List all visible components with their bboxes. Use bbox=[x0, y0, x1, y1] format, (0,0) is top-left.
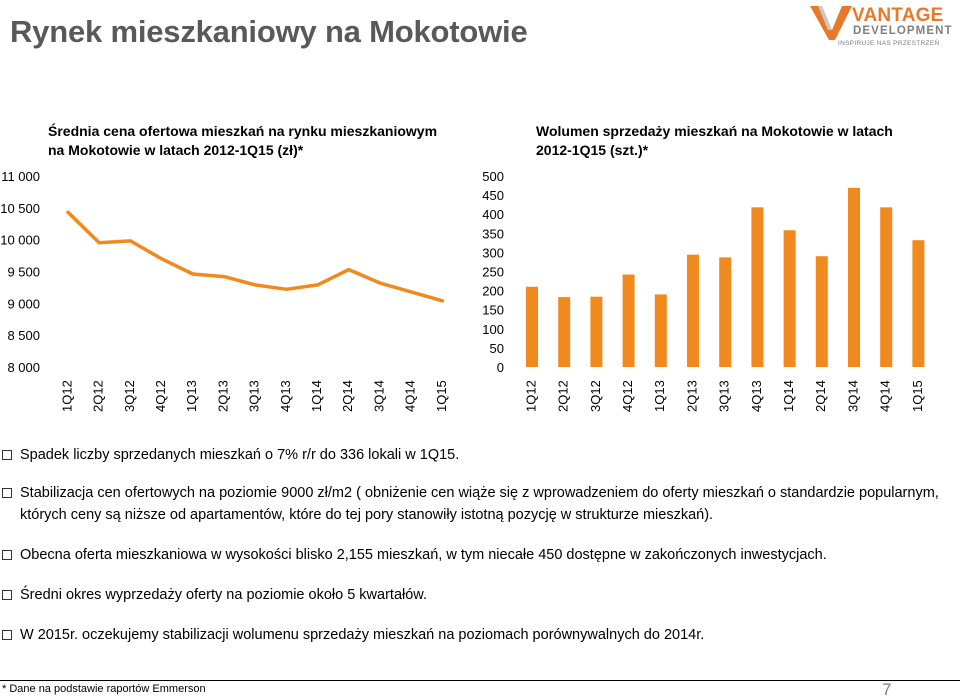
x-tick-label: 3Q13 bbox=[247, 380, 262, 412]
price-data-point bbox=[440, 299, 444, 303]
bullet-checkbox-icon bbox=[2, 590, 12, 600]
y-tick-label: 50 bbox=[490, 341, 504, 356]
y-tick-label: 8 500 bbox=[7, 328, 40, 343]
y-tick-label: 10 500 bbox=[0, 201, 40, 216]
page-number: 7 bbox=[882, 680, 892, 699]
bullet-checkbox-icon bbox=[2, 450, 12, 460]
y-tick-label: 500 bbox=[482, 169, 504, 184]
bullet-text: Stabilizacja cen ofertowych na poziomie … bbox=[20, 485, 939, 523]
bullet-text: W 2015r. oczekujemy stabilizacji wolumen… bbox=[20, 627, 705, 643]
x-tick-label: 1Q13 bbox=[184, 380, 199, 412]
page-title: Rynek mieszkaniowy na Mokotowie bbox=[10, 14, 528, 49]
x-tick-label: 1Q14 bbox=[781, 380, 796, 412]
y-tick-label: 9 500 bbox=[7, 265, 40, 280]
volume-bar bbox=[815, 256, 828, 367]
price-data-point bbox=[97, 241, 101, 245]
bullet-text: Średni okres wyprzedaży oferty na poziom… bbox=[20, 587, 427, 603]
x-tick-label: 1Q12 bbox=[59, 380, 74, 412]
x-tick-label: 4Q12 bbox=[153, 380, 168, 412]
x-tick-label: 3Q13 bbox=[717, 380, 732, 412]
volume-bar bbox=[751, 207, 764, 367]
volume-bar bbox=[687, 254, 699, 367]
x-tick-label: 2Q13 bbox=[215, 380, 230, 412]
y-tick-label: 8 000 bbox=[7, 360, 40, 375]
volume-bar bbox=[783, 230, 796, 367]
y-tick-label: 10 000 bbox=[0, 233, 40, 248]
x-tick-label: 4Q14 bbox=[878, 380, 893, 412]
y-tick-label: 11 000 bbox=[1, 169, 40, 184]
volume-bar bbox=[622, 274, 635, 367]
y-tick-label: 150 bbox=[482, 303, 504, 318]
logo-tagline: INSPIRUJE NAS PRZESTRZEŃ bbox=[838, 40, 940, 47]
bullet-checkbox-icon bbox=[2, 630, 12, 640]
x-tick-label: 1Q15 bbox=[910, 380, 925, 412]
x-tick-label: 2Q14 bbox=[813, 380, 828, 412]
price-data-point bbox=[222, 275, 226, 279]
price-data-point bbox=[347, 268, 351, 272]
logo-sub-text: DEVELOPMENT bbox=[853, 25, 953, 37]
y-tick-label: 0 bbox=[497, 360, 504, 375]
x-tick-label: 3Q14 bbox=[845, 380, 860, 412]
x-tick-label: 2Q13 bbox=[684, 380, 699, 412]
price-data-point bbox=[66, 210, 70, 214]
price-data-point bbox=[253, 283, 257, 287]
x-tick-label: 4Q13 bbox=[278, 380, 293, 412]
y-tick-label: 350 bbox=[482, 226, 504, 241]
volume-bar bbox=[526, 286, 538, 367]
x-tick-label: 1Q14 bbox=[309, 380, 324, 412]
bullet-checkbox-icon bbox=[2, 488, 12, 498]
x-tick-label: 4Q14 bbox=[403, 380, 418, 412]
volume-bar bbox=[848, 187, 860, 367]
x-tick-label: 1Q13 bbox=[652, 380, 667, 412]
y-tick-label: 9 000 bbox=[7, 296, 40, 311]
bullet-text: Spadek liczby sprzedanych mieszkań o 7% … bbox=[20, 447, 460, 463]
logo-icon bbox=[810, 6, 852, 40]
price-data-point bbox=[409, 290, 413, 294]
price-data-point bbox=[128, 239, 132, 243]
volume-bar bbox=[558, 297, 571, 367]
volume-bar bbox=[719, 257, 732, 367]
footnote: * Dane na podstawie raportów Emmerson bbox=[2, 683, 206, 695]
logo-brand-text: VANTAGE bbox=[852, 5, 944, 26]
y-tick-label: 400 bbox=[482, 207, 504, 222]
x-tick-label: 4Q12 bbox=[620, 380, 635, 412]
y-tick-label: 450 bbox=[482, 188, 504, 203]
y-tick-label: 250 bbox=[482, 265, 504, 280]
price-line-series bbox=[66, 210, 445, 303]
x-tick-label: 3Q12 bbox=[122, 380, 137, 412]
x-tick-label: 4Q13 bbox=[749, 380, 764, 412]
y-tick-label: 100 bbox=[482, 322, 504, 337]
x-tick-label: 2Q14 bbox=[340, 380, 355, 412]
x-tick-label: 1Q12 bbox=[523, 380, 538, 412]
x-tick-label: 3Q14 bbox=[371, 380, 386, 412]
bullet-checkbox-icon bbox=[2, 550, 12, 560]
x-tick-label: 2Q12 bbox=[556, 380, 571, 412]
volume-bar bbox=[912, 240, 925, 367]
price-data-point bbox=[316, 283, 320, 287]
x-tick-label: 2Q12 bbox=[91, 380, 106, 412]
footer-divider bbox=[0, 680, 960, 681]
company-logo: VANTAGE DEVELOPMENT INSPIRUJE NAS PRZEST… bbox=[808, 2, 958, 48]
volume-bar bbox=[654, 294, 667, 367]
price-data-point bbox=[378, 281, 382, 285]
bullet-text: Obecna oferta mieszkaniowa w wysokości b… bbox=[20, 547, 827, 563]
x-tick-label: 3Q12 bbox=[588, 380, 603, 412]
price-data-point bbox=[191, 272, 195, 276]
y-tick-label: 200 bbox=[482, 284, 504, 299]
charts-canvas: 11 000 10 500 10 000 9 500 9 000 8 500 8 000 1Q… bbox=[0, 169, 925, 412]
volume-bar bbox=[590, 296, 603, 367]
y-tick-label: 300 bbox=[482, 245, 504, 260]
price-data-point bbox=[160, 257, 164, 261]
price-data-point bbox=[284, 287, 288, 291]
price-chart-title: Średnia cena ofertowa mieszkań na rynku … bbox=[48, 123, 438, 158]
x-tick-label: 1Q15 bbox=[434, 380, 449, 412]
volume-bar bbox=[880, 207, 893, 367]
volume-chart-title: Wolumen sprzedaży mieszkań na Mokotowie … bbox=[536, 123, 893, 158]
